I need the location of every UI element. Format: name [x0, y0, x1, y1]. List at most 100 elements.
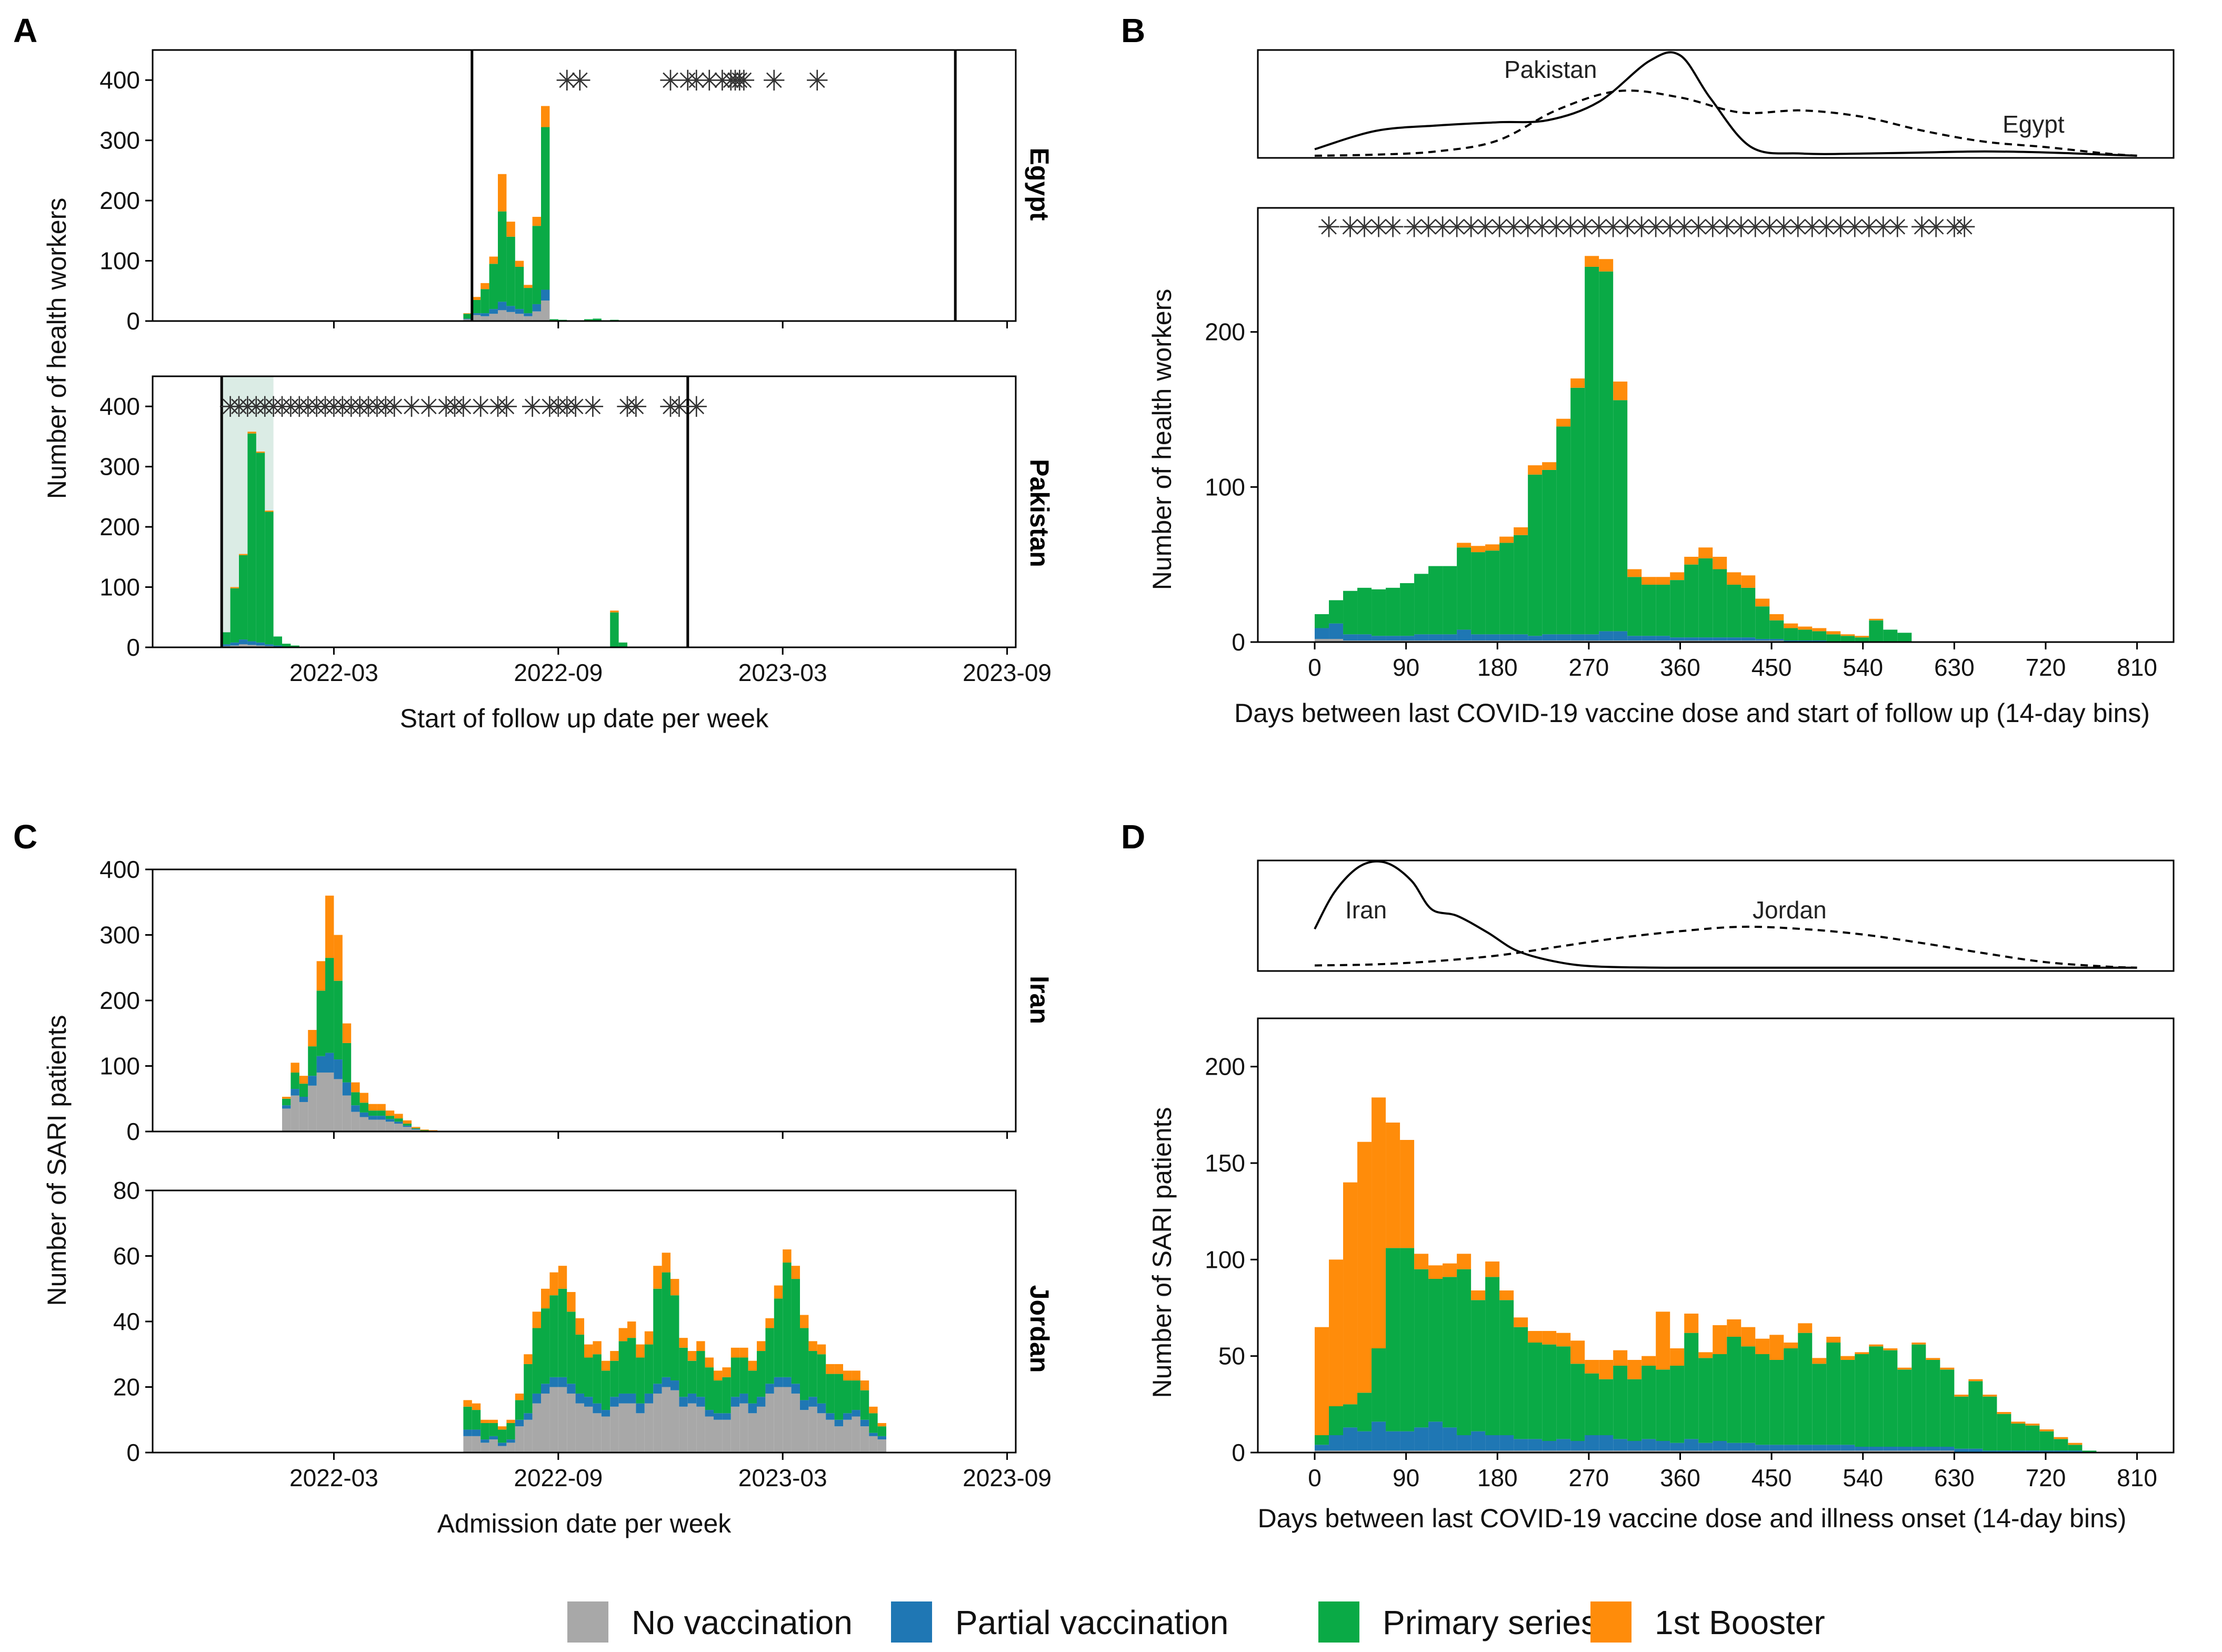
bar-primary [852, 1380, 860, 1410]
bar-primary [1883, 1350, 1898, 1447]
bar-none [532, 1403, 541, 1453]
bar-primary [1812, 1364, 1827, 1445]
bar-none [1315, 1450, 1329, 1453]
bar-booster [1997, 1412, 2011, 1414]
bar-booster [601, 1360, 610, 1371]
bar-partial [601, 1410, 610, 1417]
bar-partial [1471, 634, 1486, 641]
bar-booster [800, 1315, 809, 1328]
bar-primary [1443, 1277, 1457, 1428]
star-marker: ✳ [685, 391, 708, 424]
bar-partial [1514, 1439, 1528, 1451]
bar-primary [696, 1351, 705, 1397]
bar-partial [222, 644, 231, 646]
x-tick-label: 2022-09 [514, 659, 603, 686]
bar-none [1329, 639, 1344, 642]
x-tick-label: 540 [1843, 654, 1883, 681]
bar-primary [800, 1328, 809, 1400]
bar-booster [670, 1279, 679, 1296]
bar-primary [247, 433, 256, 642]
star-marker: ✳ [728, 64, 752, 97]
bar-partial [739, 1393, 748, 1404]
bar-primary [1769, 620, 1784, 639]
bar-partial [1698, 637, 1713, 641]
bar-booster [748, 1360, 757, 1371]
star-marker: ✳ [1829, 211, 1853, 244]
y-tick-label: 300 [99, 922, 140, 949]
x-tick-label: 630 [1934, 654, 1975, 681]
panel-a-xlabel: Start of follow up date per week [400, 704, 769, 733]
bar-partial [1684, 637, 1699, 641]
bar-booster [481, 283, 489, 289]
bar-booster [265, 510, 274, 512]
bar-primary [1372, 1348, 1386, 1422]
star-marker: ✳ [270, 391, 294, 424]
y-tick-label: 400 [99, 66, 140, 94]
bar-primary [662, 1272, 670, 1377]
star-marker: ✳ [296, 391, 320, 424]
bar-primary [412, 1128, 421, 1129]
x-tick-label: 2022-03 [289, 659, 378, 686]
x-tick-label: 2023-03 [738, 659, 827, 686]
bar-booster [1670, 572, 1685, 580]
density-line-pakistan [1314, 51, 2137, 157]
bar-booster [1741, 1327, 1756, 1347]
bar-primary [1315, 1435, 1329, 1445]
bar-partial [1968, 1448, 1983, 1453]
bar-booster [247, 432, 256, 434]
bar-booster [1528, 1331, 1543, 1343]
bar-partial [256, 642, 265, 646]
density-label-jordan: Jordan [1753, 896, 1827, 924]
bar-partial [316, 1056, 325, 1073]
bar-primary [472, 1410, 481, 1430]
bar-partial [472, 1429, 481, 1436]
bar-none [1769, 1450, 1784, 1453]
bar-partial [489, 1436, 498, 1440]
bar-none [230, 645, 239, 647]
bar-booster [1940, 1367, 1955, 1370]
bar-primary [515, 1400, 524, 1420]
star-marker: ✳ [1924, 211, 1948, 244]
bar-booster [1741, 575, 1756, 588]
bar-primary [1556, 426, 1571, 635]
bar-partial [1670, 637, 1685, 641]
bar-none [1542, 1450, 1557, 1453]
bar-partial [1869, 1447, 1884, 1451]
bar-none [256, 645, 265, 647]
legend-swatch-primary [1318, 1601, 1359, 1643]
bar-booster [1457, 543, 1472, 548]
bar-booster [1642, 1356, 1656, 1366]
bar-partial [808, 1397, 817, 1407]
bar-primary [1869, 620, 1884, 642]
bar-partial [696, 1397, 705, 1407]
bar-partial [1386, 636, 1400, 641]
bar-booster [1485, 1261, 1500, 1277]
star-marker: ✳ [374, 391, 397, 424]
bar-primary [687, 1360, 697, 1394]
bar-primary [730, 1357, 740, 1397]
density-label-iran: Iran [1345, 896, 1387, 924]
star-marker: ✳ [1587, 211, 1611, 244]
bar-none [1428, 1450, 1443, 1453]
bar-primary [403, 1124, 412, 1126]
x-tick-label: 810 [2117, 654, 2157, 681]
bar-booster [506, 222, 515, 237]
bar-primary [291, 645, 299, 647]
bar-none [783, 1387, 792, 1453]
bar-booster [1897, 1367, 1912, 1370]
bar-primary [1556, 1346, 1571, 1439]
bar-partial [1414, 634, 1429, 641]
bar-none [1599, 1450, 1614, 1453]
bar-booster [1443, 1263, 1457, 1277]
bar-booster [1556, 1333, 1571, 1347]
x-tick-label: 180 [1477, 654, 1518, 681]
bar-primary [1357, 587, 1372, 635]
bar-none [679, 1406, 688, 1453]
bar-booster [1485, 544, 1500, 551]
bar-none [506, 312, 515, 321]
y-tick-label: 0 [126, 634, 140, 661]
bar-booster [1954, 1395, 1969, 1397]
bar-none [757, 1406, 766, 1453]
bar-partial [1343, 1427, 1358, 1451]
star-marker: ✳ [1943, 211, 1966, 244]
